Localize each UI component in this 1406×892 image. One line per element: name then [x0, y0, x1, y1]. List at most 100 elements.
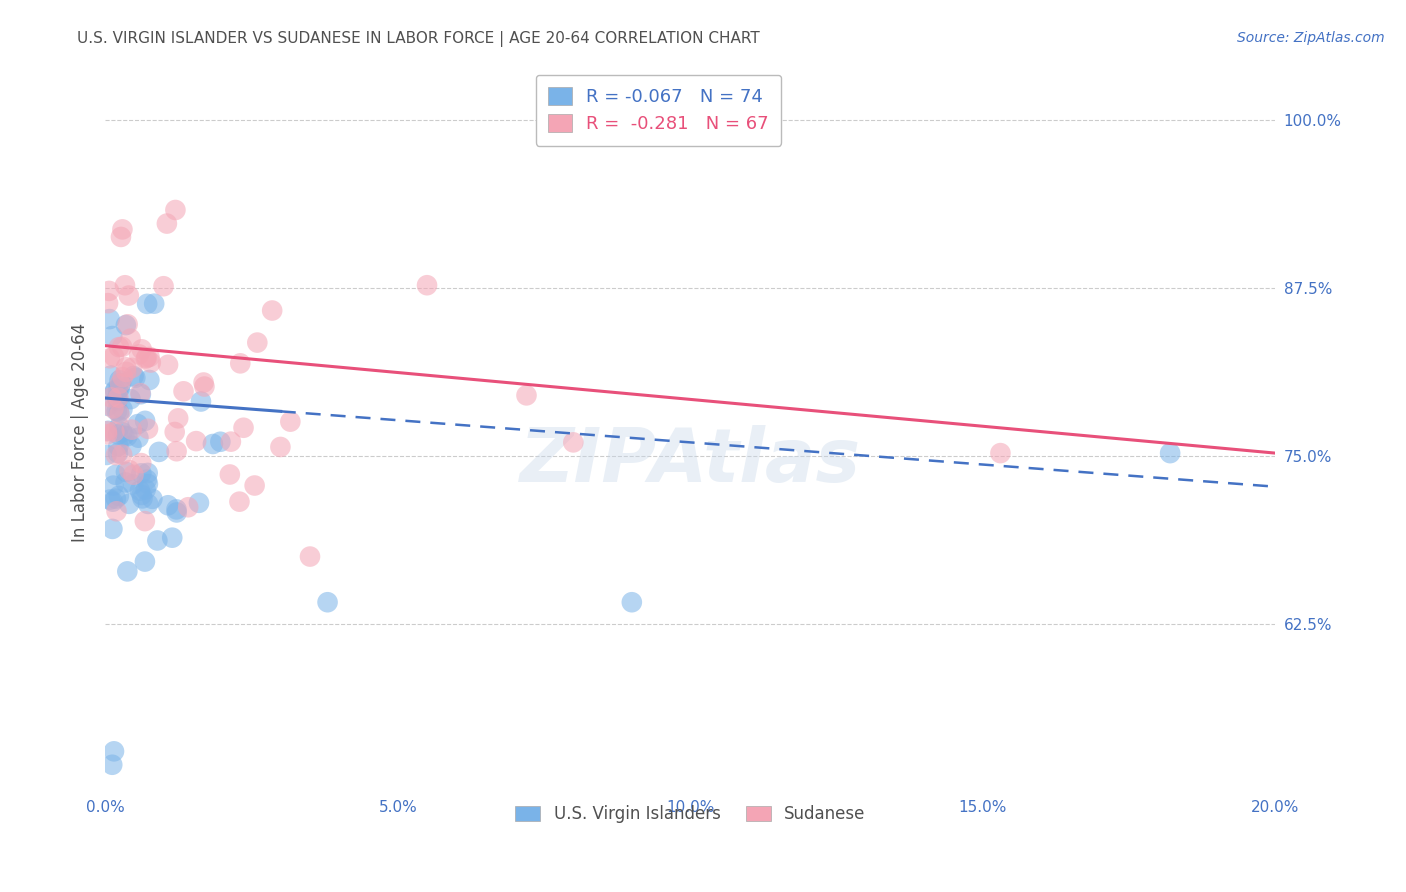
Point — [97, 424, 120, 438]
Point — [110, 376, 132, 391]
Point — [131, 343, 153, 357]
Point — [135, 351, 157, 366]
Point — [105, 393, 128, 408]
Point — [118, 288, 141, 302]
Point — [280, 415, 302, 429]
Point — [229, 356, 252, 370]
Point — [219, 434, 242, 449]
Point — [166, 505, 188, 519]
Point — [193, 379, 215, 393]
Point — [105, 404, 128, 418]
Point — [111, 370, 134, 384]
Point — [121, 423, 143, 437]
Point — [103, 744, 125, 758]
Point — [111, 448, 134, 462]
Point — [316, 595, 339, 609]
Point — [111, 425, 134, 440]
Text: U.S. VIRGIN ISLANDER VS SUDANESE IN LABOR FORCE | AGE 20-64 CORRELATION CHART: U.S. VIRGIN ISLANDER VS SUDANESE IN LABO… — [77, 31, 761, 47]
Point — [165, 202, 187, 217]
Point — [136, 422, 159, 436]
Point — [101, 757, 124, 772]
Point — [107, 383, 129, 397]
Point — [104, 384, 127, 399]
Point — [246, 335, 269, 350]
Point — [111, 222, 134, 236]
Point — [120, 332, 142, 346]
Point — [121, 360, 143, 375]
Point — [134, 414, 156, 428]
Point — [298, 549, 321, 564]
Point — [243, 478, 266, 492]
Point — [416, 278, 439, 293]
Point — [100, 368, 122, 383]
Point — [117, 318, 139, 332]
Point — [108, 489, 131, 503]
Point — [141, 491, 163, 506]
Point — [111, 340, 134, 354]
Point — [101, 494, 124, 508]
Point — [152, 279, 174, 293]
Point — [209, 434, 232, 449]
Point — [269, 440, 291, 454]
Point — [115, 365, 138, 379]
Point — [134, 555, 156, 569]
Point — [98, 284, 121, 298]
Point — [188, 496, 211, 510]
Point — [97, 399, 120, 413]
Point — [98, 492, 121, 507]
Point — [107, 391, 129, 405]
Text: Source: ZipAtlas.com: Source: ZipAtlas.com — [1237, 31, 1385, 45]
Point — [148, 445, 170, 459]
Point — [98, 312, 121, 326]
Point — [232, 421, 254, 435]
Point — [166, 444, 188, 458]
Point — [120, 392, 142, 406]
Point — [156, 217, 179, 231]
Point — [100, 390, 122, 404]
Point — [162, 531, 184, 545]
Point — [262, 303, 284, 318]
Point — [135, 473, 157, 487]
Point — [186, 434, 208, 449]
Point — [157, 358, 180, 372]
Point — [163, 425, 186, 439]
Point — [129, 387, 152, 401]
Point — [101, 522, 124, 536]
Point — [190, 394, 212, 409]
Point — [138, 350, 160, 364]
Point — [117, 429, 139, 443]
Point — [108, 382, 131, 396]
Point — [108, 376, 131, 391]
Point — [115, 360, 138, 375]
Point — [157, 498, 180, 512]
Point — [1159, 446, 1181, 460]
Point — [118, 497, 141, 511]
Point — [101, 329, 124, 343]
Point — [115, 318, 138, 332]
Point — [96, 448, 118, 462]
Point — [108, 405, 131, 419]
Point — [103, 401, 125, 416]
Point — [104, 448, 127, 462]
Point — [135, 351, 157, 365]
Point — [143, 296, 166, 310]
Y-axis label: In Labor Force | Age 20-64: In Labor Force | Age 20-64 — [72, 323, 89, 541]
Point — [110, 230, 132, 244]
Point — [131, 491, 153, 506]
Point — [104, 491, 127, 506]
Point — [128, 347, 150, 361]
Point — [124, 370, 146, 384]
Point — [104, 384, 127, 398]
Point — [111, 402, 134, 417]
Point — [146, 533, 169, 548]
Point — [97, 296, 120, 310]
Point — [103, 478, 125, 492]
Point — [118, 463, 141, 477]
Point — [135, 483, 157, 497]
Point — [136, 477, 159, 491]
Point — [108, 407, 131, 421]
Point — [114, 475, 136, 490]
Point — [117, 565, 139, 579]
Point — [128, 483, 150, 498]
Point — [201, 437, 224, 451]
